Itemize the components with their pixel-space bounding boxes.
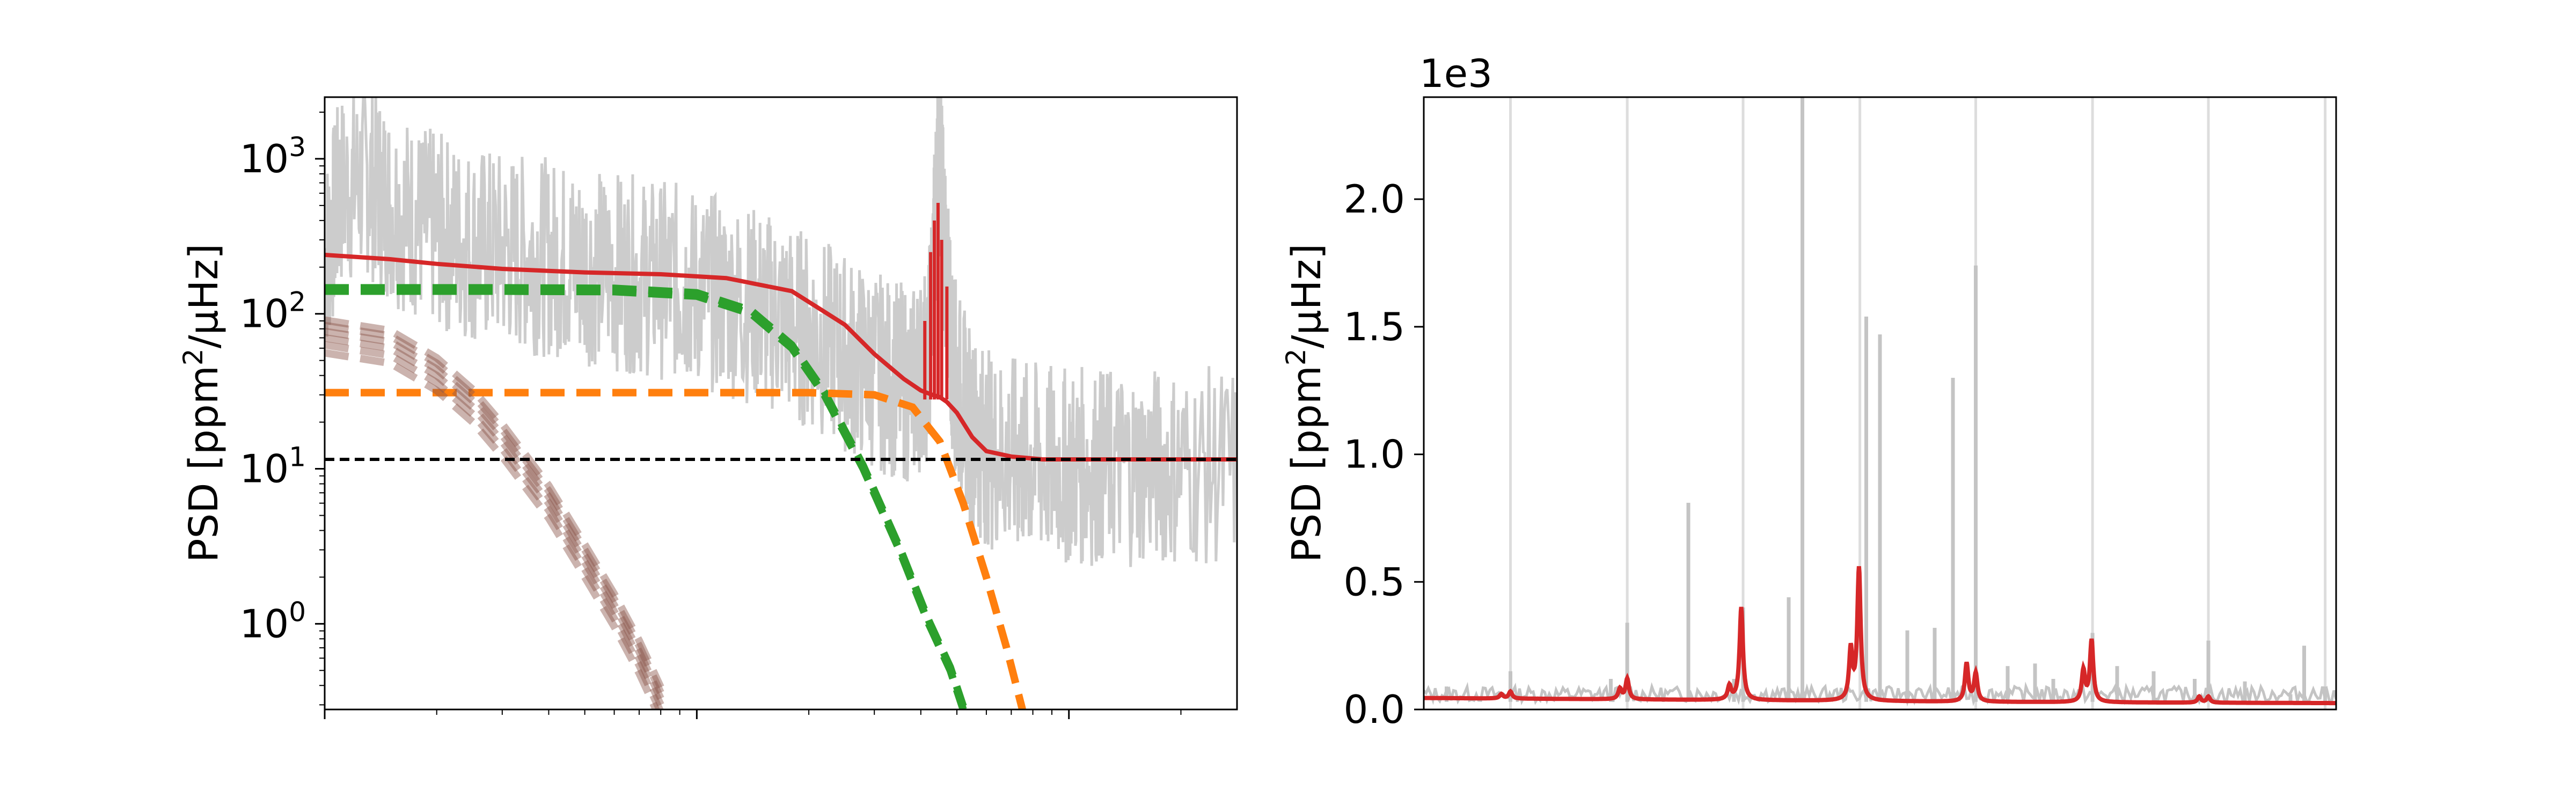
right-y-axis-label: PSD [ppm2/μHz] (1280, 244, 1330, 562)
left-y-axis-label: PSD [ppm2/μHz] (178, 244, 227, 562)
left-series-slow-component (325, 327, 664, 700)
left-x-ticks (324, 709, 1182, 719)
right-y-tick-label: 0.5 (1343, 559, 1405, 604)
left-chart-panel: 100 101 102 103 PSD [ppm2/μHz] (178, 96, 1238, 719)
left-plot-area (325, 97, 1237, 709)
left-y-tick-label: 101 (240, 442, 306, 492)
right-chart-panel: 0.0 0.5 1.0 1.5 2.0 1e3 PSD [ppm2/μHz] (1280, 51, 2337, 732)
right-plot-area (1424, 97, 2336, 709)
left-axes-frame (324, 96, 1238, 711)
left-y-ticks: 100 101 102 103 (240, 111, 325, 706)
right-axes-frame (1423, 96, 2337, 711)
left-series-slow-component (325, 316, 664, 689)
left-series-slow-component (325, 321, 664, 694)
right-y-tick-label: 1.5 (1343, 304, 1405, 349)
right-scale-factor-label: 1e3 (1419, 51, 1492, 96)
left-series-slow-component (325, 334, 664, 707)
right-y-tick-label: 0.0 (1343, 687, 1405, 732)
left-series-granulation-1 (325, 284, 967, 708)
right-series-model (1424, 566, 2336, 706)
left-y-tick-label: 100 (240, 596, 306, 646)
left-series-slow-component (325, 349, 660, 709)
left-y-tick-label: 102 (240, 287, 306, 336)
left-series-slow-component (325, 341, 664, 709)
right-y-tick-label: 2.0 (1343, 177, 1405, 222)
left-series-observed (325, 97, 1237, 567)
left-series-model (325, 252, 1237, 462)
right-y-tick-label: 1.0 (1343, 432, 1405, 477)
right-y-ticks: 0.0 0.5 1.0 1.5 2.0 (1343, 177, 1424, 732)
left-y-tick-label: 103 (240, 131, 306, 181)
left-series-granulation-2 (325, 389, 1026, 709)
